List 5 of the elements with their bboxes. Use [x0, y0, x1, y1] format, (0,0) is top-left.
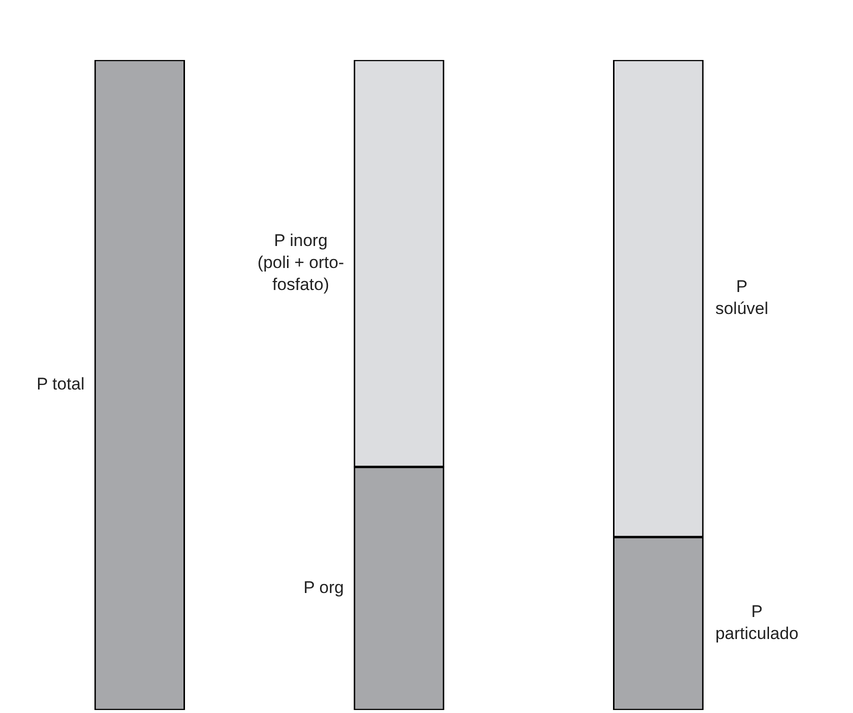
series-label: P total: [36, 374, 85, 394]
series-label: P solúvel: [715, 277, 768, 318]
series-label: P org: [304, 578, 344, 598]
series-label: P inorg (poli + orto- fosfato): [258, 231, 344, 294]
series-label: P particulado: [715, 602, 798, 644]
